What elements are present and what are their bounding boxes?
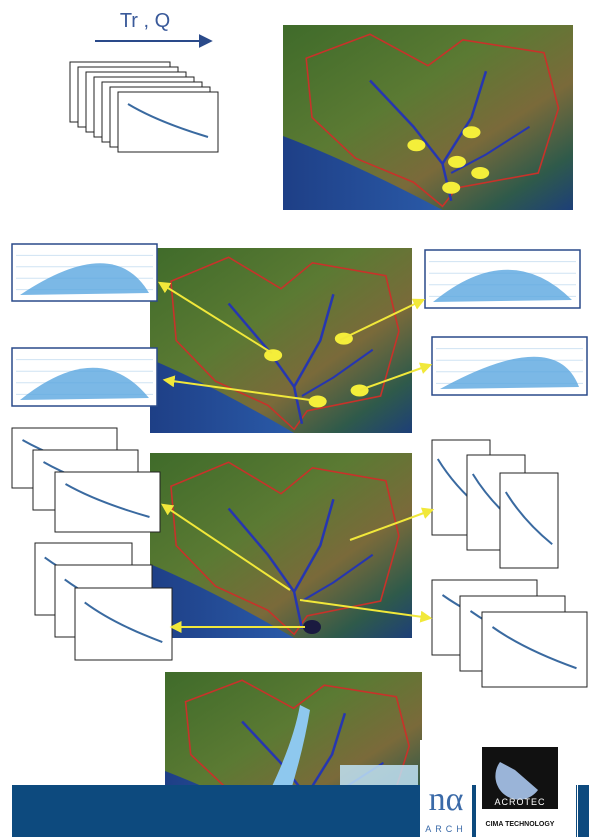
gauge	[351, 384, 369, 396]
card	[75, 588, 172, 660]
page: {"header": {"label": "Tr , Q"}, "logos":…	[0, 0, 589, 837]
gauge	[471, 167, 489, 179]
gauge	[448, 156, 466, 168]
figure: Tr , Q nα ARCH ACROTEC CIMA TECHNOLOGY	[0, 0, 589, 837]
card	[500, 473, 558, 568]
card	[482, 612, 587, 687]
gauge	[442, 182, 460, 194]
partner-mark: nα	[429, 781, 464, 818]
card	[118, 92, 218, 152]
partner-text: ARCH	[425, 824, 467, 834]
gauge	[407, 139, 425, 151]
card	[55, 472, 160, 532]
gauge	[264, 349, 282, 361]
acrotec-text: ACROTEC	[494, 797, 545, 807]
gauge	[463, 126, 481, 138]
banner-edge	[578, 785, 589, 837]
cima-text: CIMA TECHNOLOGY	[486, 821, 555, 828]
gauge	[309, 396, 327, 408]
flow-label: Tr , Q	[120, 10, 170, 32]
gauge	[303, 620, 321, 634]
